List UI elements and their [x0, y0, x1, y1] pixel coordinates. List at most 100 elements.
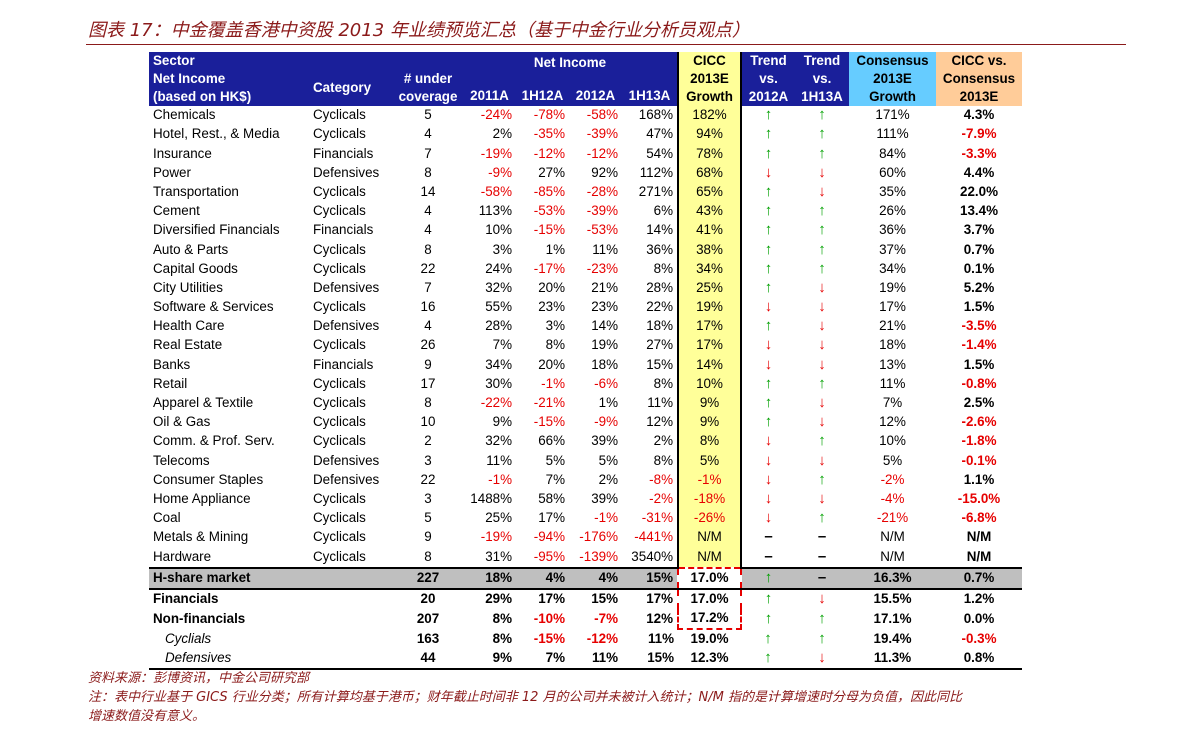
down-arrow-icon: ↓	[764, 489, 773, 507]
coverage-cell: 10	[420, 414, 436, 430]
cicc-vs-consensus-cell: 2.5%	[963, 395, 995, 410]
cicc-growth-cell: 8%	[677, 432, 742, 452]
consensus-cell: 10%	[879, 433, 906, 449]
dash-icon: –	[764, 528, 773, 546]
up-arrow-icon: ↑	[764, 221, 773, 239]
net-income-cell: 24%	[485, 260, 512, 276]
up-arrow-icon: ↑	[818, 609, 826, 627]
category-cell	[307, 629, 393, 649]
net-income-cell: 2%	[598, 471, 618, 487]
table-row: Power Defensives 8 -9% 27% 92% 112% 68% ↓ ↓ 60% 4.4…	[149, 163, 1022, 183]
up-arrow-icon: ↑	[764, 629, 772, 647]
net-income-cell: 8%	[653, 452, 673, 468]
sector-cell: Diversified Financials	[153, 222, 280, 238]
table-row: Banks Financials 9 34% 20% 18% 15% 14% ↓ ↓ 13% 1.5%	[149, 355, 1022, 375]
net-income-cell: -31%	[641, 510, 673, 526]
cicc-growth-cell: -18%	[677, 489, 742, 509]
up-arrow-icon: ↑	[764, 125, 773, 143]
coverage-cell: 4	[424, 126, 432, 142]
cicc-vs-consensus-cell: -0.8%	[961, 375, 997, 391]
category-cell: Defensives	[313, 318, 380, 334]
net-income-cell: -39%	[586, 126, 618, 142]
table-row: Cyclials 163 8% -15% -12% 11% 19.0% ↑ ↑ 19.4% -0.3…	[149, 629, 1022, 650]
net-income-cell: -53%	[586, 222, 618, 238]
sector-cell: Auto & Parts	[153, 241, 229, 257]
consensus-cell: 15.5%	[873, 590, 912, 606]
dash-icon: –	[817, 547, 827, 565]
coverage-cell: 9	[424, 529, 432, 545]
net-income-cell: 6%	[653, 203, 673, 219]
cicc-growth-cell: 17.0%	[677, 566, 742, 590]
consensus-cell: N/M	[880, 548, 905, 564]
net-income-cell: 34%	[485, 356, 512, 372]
table-header: Sector Net Income (based on HK$) Categor…	[149, 52, 1022, 106]
consensus-cell: 17.1%	[873, 610, 912, 626]
sector-cell: Hardware	[153, 548, 212, 564]
table-row: Hotel, Rest., & Media Cyclicals 4 2% -35% -39…	[149, 125, 1022, 145]
consensus-cell: 7%	[882, 395, 903, 410]
cicc-growth-cell: 78%	[677, 144, 742, 164]
header-trend-2012a: Trend vs. 2012A	[741, 52, 795, 106]
dash-icon: –	[795, 566, 849, 590]
up-arrow-icon: ↑	[818, 221, 826, 239]
net-income-cell: 14%	[646, 222, 673, 238]
table-row: Software & Services Cyclicals 16 55% 23% 23% 2…	[149, 297, 1022, 318]
coverage-cell: 7	[424, 279, 432, 295]
coverage-cell: 22	[420, 471, 436, 487]
down-arrow-icon: ↓	[818, 489, 826, 507]
up-arrow-icon: ↑	[818, 432, 826, 450]
net-income-cell: -53%	[533, 203, 565, 219]
cicc-growth-cell: 9%	[677, 413, 742, 433]
consensus-cell: 19.4%	[873, 630, 912, 646]
coverage-cell: 4	[424, 222, 432, 238]
table-row: H-share market 227 18% 4% 4% 15% 17.0% ↑ –16.3% 0…	[149, 566, 1022, 590]
sector-cell: Coal	[153, 510, 181, 526]
sector-cell: Banks	[153, 356, 191, 372]
table-row: Defensives 44 9% 7% 11% 15% 12.3% ↑ ↓ 11.3% 0.8%	[149, 649, 1022, 671]
net-income-cell: 4%	[569, 566, 622, 590]
net-income-cell: 32%	[485, 433, 512, 449]
net-income-cell: -39%	[586, 203, 618, 219]
down-arrow-icon: ↓	[764, 298, 773, 316]
net-income-cell: -23%	[586, 260, 618, 276]
coverage-cell: 207	[416, 610, 440, 626]
net-income-cell: 32%	[485, 279, 512, 295]
consensus-cell: 21%	[879, 318, 906, 334]
sector-cell: Chemicals	[153, 107, 216, 123]
category-cell: Cyclicals	[313, 107, 366, 123]
cicc-vs-consensus-cell: -1.8%	[961, 433, 997, 449]
consensus-cell: 12%	[879, 414, 906, 430]
up-arrow-icon: ↑	[764, 106, 773, 124]
sector-cell: Metals & Mining	[153, 529, 249, 545]
sector-cell: Consumer Staples	[153, 471, 264, 487]
coverage-cell: 44	[393, 649, 463, 671]
category-cell	[307, 566, 393, 590]
net-income-cell: 17%	[646, 590, 673, 606]
down-arrow-icon: ↓	[818, 355, 826, 373]
consensus-cell: 111%	[876, 126, 909, 142]
net-income-cell: 31%	[485, 548, 512, 564]
header-period-2011a: 2011A	[463, 85, 516, 106]
table-row: Coal Cyclicals 5 25% 17% -1% -31% -26% ↓ ↑ -21% -6.…	[149, 508, 1022, 529]
header-period-2012a: 2012A	[569, 85, 622, 106]
table-row: Retail Cyclicals 17 30% -1% -6% 8% 10% ↑ ↑ 11% -0.8…	[149, 374, 1022, 394]
net-income-cell: 9%	[463, 649, 516, 671]
net-income-cell: 10%	[485, 222, 512, 238]
category-cell: Cyclicals	[313, 395, 366, 410]
down-arrow-icon: ↓	[818, 451, 826, 469]
cicc-vs-consensus-cell: -6.8%	[961, 510, 997, 526]
net-income-cell: 30%	[485, 375, 512, 391]
coverage-cell: 22	[420, 260, 436, 276]
cicc-vs-consensus-cell: -3.5%	[961, 318, 997, 334]
net-income-cell: -12%	[533, 145, 565, 161]
up-arrow-icon: ↑	[741, 649, 795, 671]
sector-cell: Health Care	[153, 318, 225, 334]
net-income-cell: 8%	[492, 630, 512, 646]
cicc-vs-consensus-cell: 13.4%	[960, 203, 998, 219]
category-cell: Financials	[313, 222, 374, 238]
table-row: Diversified Financials Financials 4 10% -15%…	[149, 221, 1022, 241]
cicc-growth-cell: 43%	[677, 201, 742, 222]
net-income-cell: -6%	[594, 375, 618, 391]
sector-cell: Apparel & Textile	[153, 395, 254, 410]
category-cell: Cyclicals	[313, 203, 366, 219]
